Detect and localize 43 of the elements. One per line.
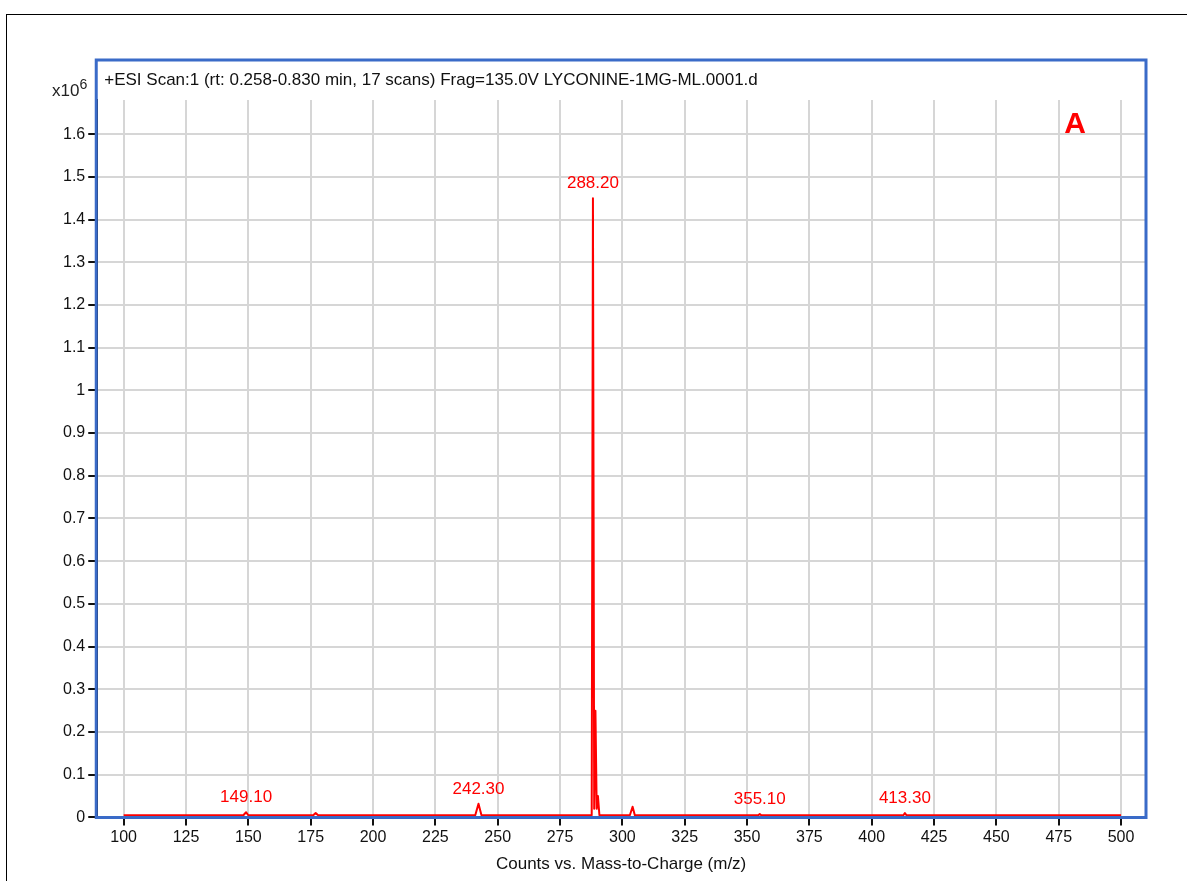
x-tick-label: 450 — [983, 828, 1010, 846]
y-tick-label: 0.8 — [62, 466, 86, 484]
y-tick-label: 0.3 — [62, 679, 86, 697]
chart-title: +ESI Scan:1 (rt: 0.258-0.830 min, 17 scans) Frag=135.0V LYCONINE-1MG-ML.0001.d — [104, 69, 758, 89]
annotation: 288.20 — [566, 173, 619, 193]
x-tick-label: 375 — [796, 828, 823, 846]
y-tick-label: 0.6 — [62, 551, 86, 569]
y-tick-label: 0.9 — [62, 423, 86, 441]
x-tick-label: 350 — [733, 828, 761, 846]
y-axis-title: x10$^{6}$ — [52, 76, 88, 101]
y-tick-label: 0.2 — [62, 722, 86, 740]
y-tick-label: 1 — [76, 380, 86, 398]
x-tick-label: 475 — [1045, 828, 1073, 846]
y-tick-label: 0 — [76, 807, 86, 825]
annotation: 242.30 — [452, 778, 505, 798]
x-tick-label: 500 — [1107, 828, 1135, 846]
y-tick-label: 1.3 — [62, 252, 86, 270]
y-tick-label: 0.5 — [62, 594, 86, 612]
x-tick-label: 400 — [858, 828, 886, 846]
x-tick-label: 300 — [609, 828, 636, 846]
annotation: 355.10 — [733, 789, 786, 809]
x-tick-label: 275 — [546, 828, 574, 846]
annotation: A — [1064, 106, 1086, 140]
y-tick-label: 1.5 — [62, 167, 86, 185]
x-tick-label: 425 — [920, 828, 948, 846]
y-tick-label: 1.6 — [62, 124, 86, 142]
y-tick-label: 1.4 — [62, 209, 86, 227]
x-tick-label: 200 — [359, 828, 387, 846]
x-tick-label: 175 — [297, 828, 325, 846]
x-tick-label: 325 — [671, 828, 699, 846]
annotation: 149.10 — [220, 787, 273, 807]
y-tick-label: 0.7 — [62, 508, 86, 526]
x-tick-label: 125 — [172, 828, 200, 846]
x-tick-label: 100 — [110, 828, 138, 846]
x-tick-label: 250 — [484, 828, 512, 846]
y-tick-label: 1.1 — [62, 338, 86, 356]
x-tick-label: 150 — [234, 828, 262, 846]
y-tick-label: 0.1 — [62, 765, 86, 783]
x-tick-label: 225 — [422, 828, 449, 846]
y-tick-label: 1.2 — [62, 295, 86, 313]
annotation: 413.30 — [878, 788, 931, 808]
y-tick-label: 0.4 — [62, 637, 86, 654]
x-axis-title: Counts vs. Mass-to-Charge (m/z) — [495, 854, 747, 874]
